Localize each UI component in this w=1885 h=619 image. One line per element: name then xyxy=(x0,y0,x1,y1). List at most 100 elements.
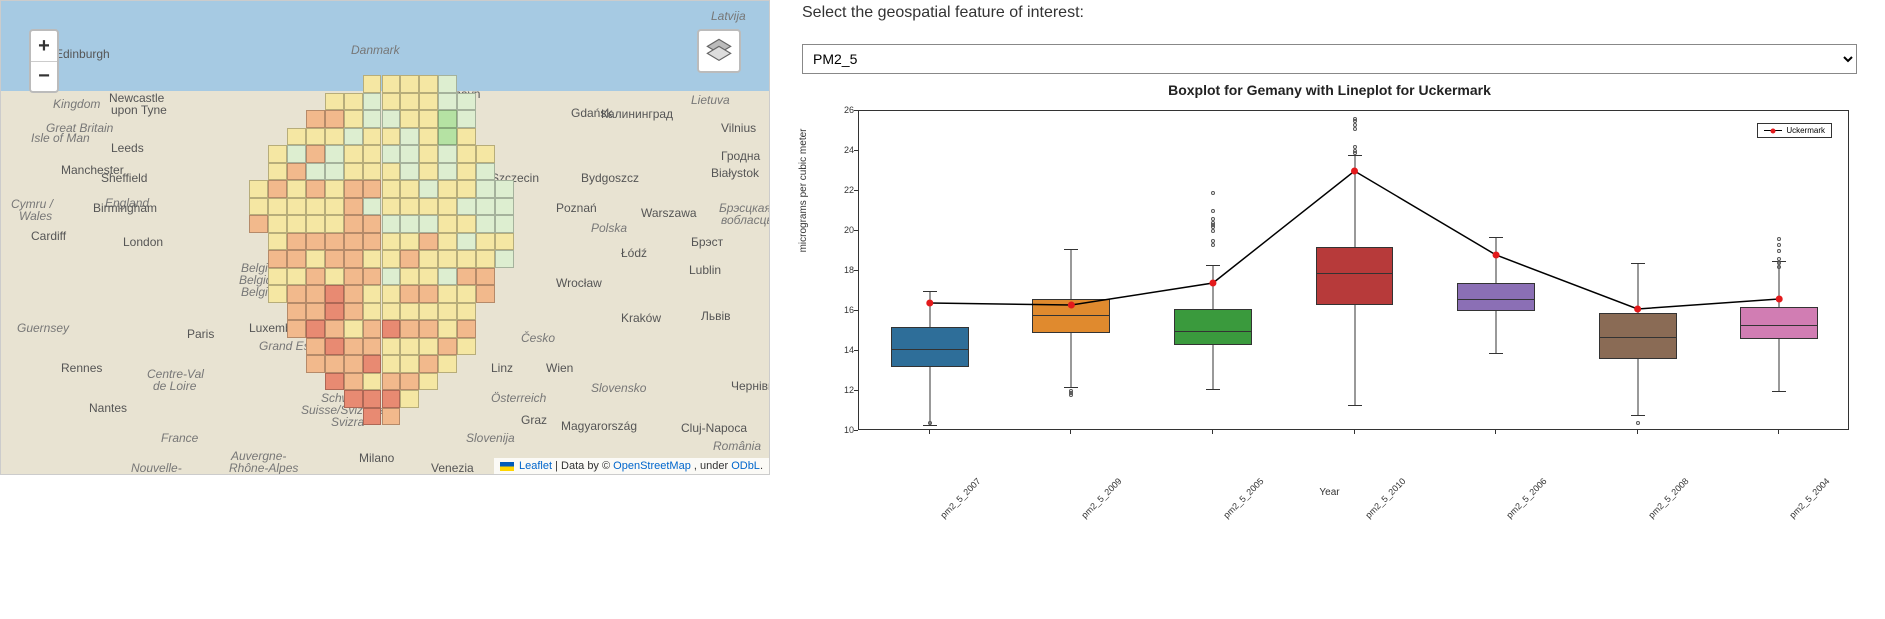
choropleth-region[interactable] xyxy=(382,215,401,233)
choropleth-region[interactable] xyxy=(419,338,438,356)
choropleth-region[interactable] xyxy=(438,250,457,268)
choropleth-region[interactable] xyxy=(457,145,476,163)
choropleth-region[interactable] xyxy=(306,128,325,146)
choropleth-region[interactable] xyxy=(382,390,401,408)
choropleth-region[interactable] xyxy=(382,303,401,321)
choropleth-region[interactable] xyxy=(344,320,363,338)
choropleth-region[interactable] xyxy=(363,338,382,356)
choropleth-region[interactable] xyxy=(306,163,325,181)
choropleth-region[interactable] xyxy=(363,93,382,111)
choropleth-region[interactable] xyxy=(419,303,438,321)
choropleth-region[interactable] xyxy=(382,198,401,216)
choropleth-region[interactable] xyxy=(344,355,363,373)
choropleth-region[interactable] xyxy=(306,233,325,251)
choropleth-region[interactable] xyxy=(419,215,438,233)
choropleth-region[interactable] xyxy=(363,408,382,426)
choropleth-region[interactable] xyxy=(268,215,287,233)
choropleth-region[interactable] xyxy=(344,250,363,268)
choropleth-region[interactable] xyxy=(400,198,419,216)
choropleth-region[interactable] xyxy=(363,355,382,373)
choropleth-region[interactable] xyxy=(363,320,382,338)
choropleth-region[interactable] xyxy=(325,373,344,391)
choropleth-region[interactable] xyxy=(344,145,363,163)
choropleth-region[interactable] xyxy=(363,215,382,233)
choropleth-region[interactable] xyxy=(363,250,382,268)
choropleth-region[interactable] xyxy=(457,320,476,338)
choropleth-region[interactable] xyxy=(476,163,495,181)
choropleth-region[interactable] xyxy=(344,373,363,391)
choropleth-region[interactable] xyxy=(382,408,401,426)
choropleth-region[interactable] xyxy=(325,320,344,338)
choropleth-region[interactable] xyxy=(268,233,287,251)
choropleth-region[interactable] xyxy=(268,145,287,163)
choropleth-region[interactable] xyxy=(325,198,344,216)
choropleth-region[interactable] xyxy=(306,215,325,233)
choropleth-region[interactable] xyxy=(419,180,438,198)
choropleth-region[interactable] xyxy=(400,373,419,391)
zoom-in-button[interactable]: + xyxy=(31,31,57,61)
choropleth-region[interactable] xyxy=(400,93,419,111)
feature-select[interactable]: PM2_5 xyxy=(802,44,1857,74)
choropleth-region[interactable] xyxy=(287,303,306,321)
choropleth-region[interactable] xyxy=(419,93,438,111)
osm-link[interactable]: OpenStreetMap xyxy=(613,460,691,472)
choropleth-region[interactable] xyxy=(344,268,363,286)
choropleth-region[interactable] xyxy=(495,180,514,198)
choropleth-region[interactable] xyxy=(400,180,419,198)
choropleth-region[interactable] xyxy=(287,128,306,146)
choropleth-region[interactable] xyxy=(419,75,438,93)
choropleth-region[interactable] xyxy=(363,285,382,303)
choropleth-region[interactable] xyxy=(287,320,306,338)
choropleth-region[interactable] xyxy=(363,268,382,286)
choropleth-region[interactable] xyxy=(268,285,287,303)
choropleth-region[interactable] xyxy=(249,198,268,216)
choropleth-region[interactable] xyxy=(325,268,344,286)
choropleth-region[interactable] xyxy=(287,250,306,268)
choropleth-region[interactable] xyxy=(419,373,438,391)
choropleth-region[interactable] xyxy=(363,390,382,408)
choropleth-region[interactable] xyxy=(382,163,401,181)
choropleth-region[interactable] xyxy=(382,75,401,93)
choropleth-region[interactable] xyxy=(344,128,363,146)
choropleth-region[interactable] xyxy=(400,338,419,356)
choropleth-region[interactable] xyxy=(457,128,476,146)
choropleth-region[interactable] xyxy=(495,250,514,268)
choropleth-region[interactable] xyxy=(438,303,457,321)
choropleth-region[interactable] xyxy=(419,250,438,268)
choropleth-region[interactable] xyxy=(438,198,457,216)
choropleth-region[interactable] xyxy=(287,180,306,198)
choropleth-region[interactable] xyxy=(400,285,419,303)
choropleth-region[interactable] xyxy=(363,75,382,93)
choropleth-region[interactable] xyxy=(438,145,457,163)
choropleth-region[interactable] xyxy=(287,145,306,163)
choropleth-region[interactable] xyxy=(400,303,419,321)
choropleth-region[interactable] xyxy=(400,355,419,373)
choropleth-region[interactable] xyxy=(476,180,495,198)
choropleth-region[interactable] xyxy=(344,180,363,198)
choropleth-region[interactable] xyxy=(268,268,287,286)
choropleth-region[interactable] xyxy=(438,320,457,338)
choropleth-region[interactable] xyxy=(438,128,457,146)
choropleth-region[interactable] xyxy=(438,215,457,233)
choropleth-region[interactable] xyxy=(457,233,476,251)
choropleth-region[interactable] xyxy=(382,268,401,286)
choropleth-region[interactable] xyxy=(306,320,325,338)
choropleth-region[interactable] xyxy=(438,355,457,373)
choropleth-region[interactable] xyxy=(363,198,382,216)
choropleth-region[interactable] xyxy=(344,285,363,303)
choropleth-region[interactable] xyxy=(363,145,382,163)
choropleth-region[interactable] xyxy=(382,355,401,373)
choropleth-region[interactable] xyxy=(419,128,438,146)
choropleth-region[interactable] xyxy=(382,285,401,303)
choropleth-region[interactable] xyxy=(306,338,325,356)
choropleth-region[interactable] xyxy=(419,198,438,216)
choropleth-region[interactable] xyxy=(438,338,457,356)
choropleth-region[interactable] xyxy=(457,198,476,216)
choropleth-region[interactable] xyxy=(476,198,495,216)
choropleth-region[interactable] xyxy=(400,320,419,338)
choropleth-region[interactable] xyxy=(400,233,419,251)
choropleth-region[interactable] xyxy=(287,163,306,181)
choropleth-region[interactable] xyxy=(419,285,438,303)
choropleth-region[interactable] xyxy=(495,215,514,233)
choropleth-region[interactable] xyxy=(287,215,306,233)
